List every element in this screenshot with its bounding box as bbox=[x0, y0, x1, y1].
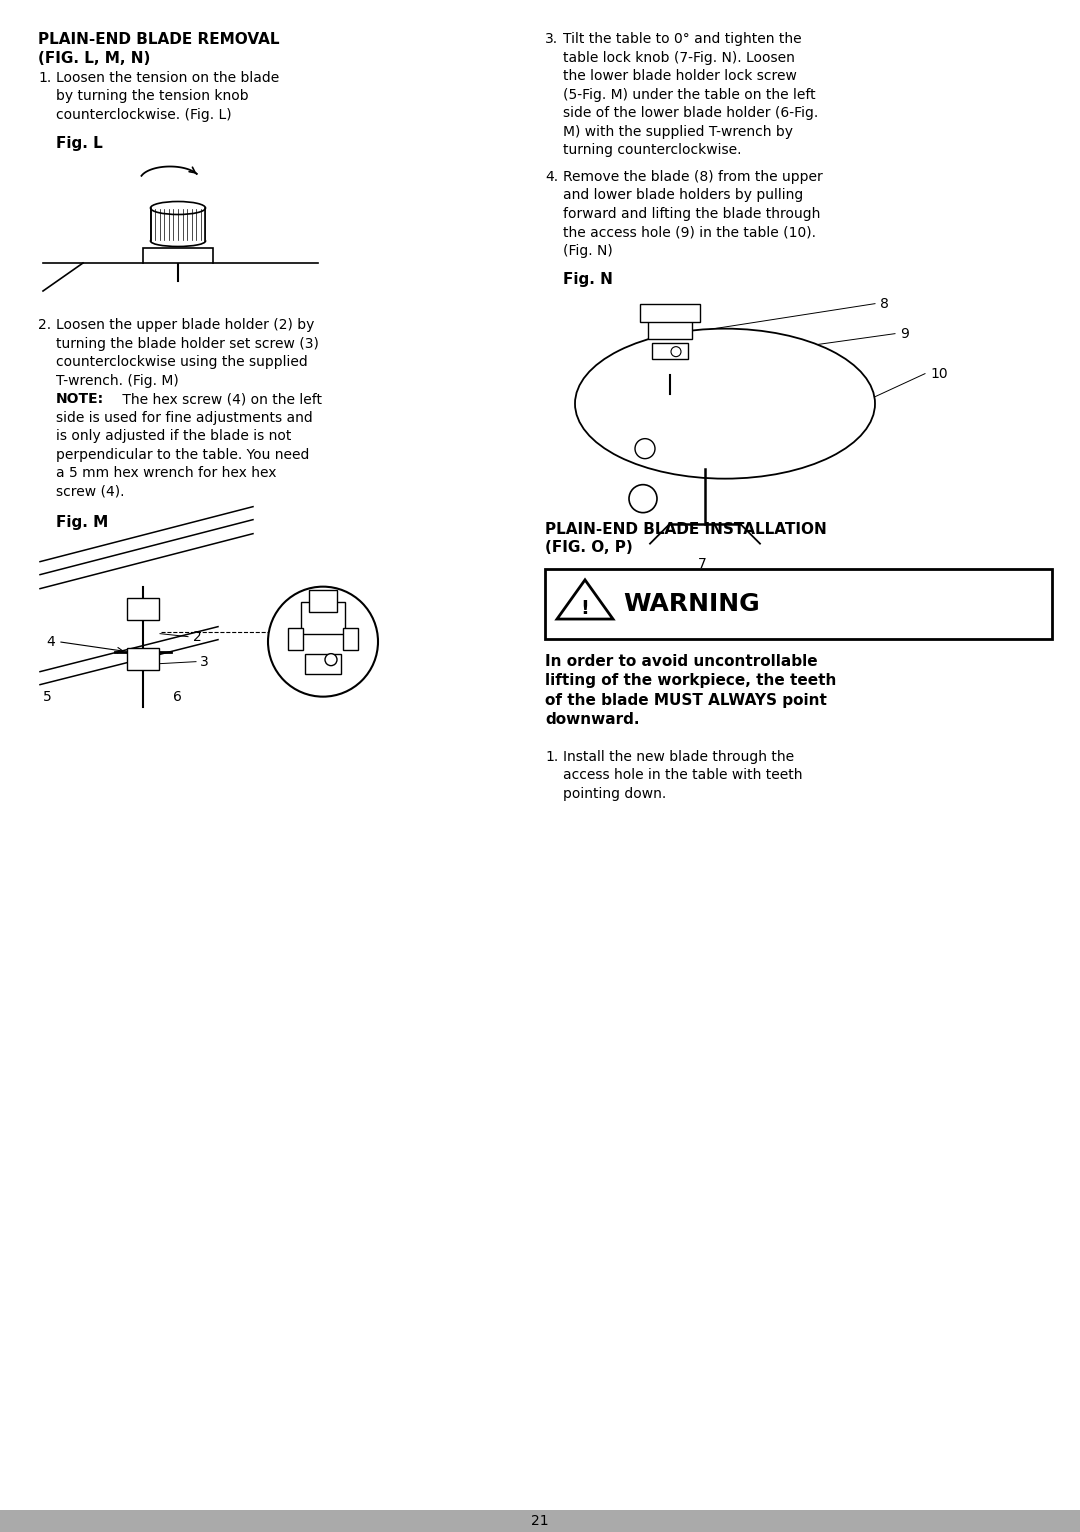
Text: the lower blade holder lock screw: the lower blade holder lock screw bbox=[563, 69, 797, 83]
Text: pointing down.: pointing down. bbox=[563, 786, 666, 801]
Text: forward and lifting the blade through: forward and lifting the blade through bbox=[563, 207, 821, 221]
Circle shape bbox=[268, 587, 378, 697]
Text: PLAIN-END BLADE INSTALLATION: PLAIN-END BLADE INSTALLATION bbox=[545, 522, 827, 536]
Text: Fig. M: Fig. M bbox=[56, 515, 108, 530]
Text: Fig. N: Fig. N bbox=[563, 273, 612, 286]
Text: !: ! bbox=[581, 599, 590, 617]
Bar bbox=[301, 602, 345, 634]
Text: The hex screw (4) on the left: The hex screw (4) on the left bbox=[118, 392, 322, 406]
Text: access hole in the table with teeth: access hole in the table with teeth bbox=[563, 768, 802, 783]
Text: (Fig. N): (Fig. N) bbox=[563, 244, 612, 257]
Ellipse shape bbox=[150, 202, 205, 214]
Text: (FIG. O, P): (FIG. O, P) bbox=[545, 541, 633, 555]
Text: NOTE:: NOTE: bbox=[56, 392, 104, 406]
Text: (5-Fig. M) under the table on the left: (5-Fig. M) under the table on the left bbox=[563, 87, 815, 101]
Text: 3.: 3. bbox=[545, 32, 558, 46]
Text: 7: 7 bbox=[698, 556, 706, 570]
Ellipse shape bbox=[150, 236, 205, 247]
Text: 2: 2 bbox=[193, 630, 202, 643]
Bar bbox=[305, 654, 341, 674]
Text: the access hole (9) in the table (10).: the access hole (9) in the table (10). bbox=[563, 225, 816, 239]
Circle shape bbox=[635, 438, 654, 458]
Text: lifting of the workpiece, the teeth: lifting of the workpiece, the teeth bbox=[545, 673, 836, 688]
Circle shape bbox=[629, 484, 657, 513]
Text: PLAIN-END BLADE REMOVAL: PLAIN-END BLADE REMOVAL bbox=[38, 32, 280, 47]
Text: Install the new blade through the: Install the new blade through the bbox=[563, 749, 794, 763]
Text: 10: 10 bbox=[930, 366, 947, 380]
Text: 6: 6 bbox=[173, 689, 181, 703]
Text: counterclockwise using the supplied: counterclockwise using the supplied bbox=[56, 355, 308, 369]
Bar bbox=[545, 568, 1052, 639]
Text: is only adjusted if the blade is not: is only adjusted if the blade is not bbox=[56, 429, 292, 443]
Text: side of the lower blade holder (6-Fig.: side of the lower blade holder (6-Fig. bbox=[563, 106, 819, 119]
Text: side is used for fine adjustments and: side is used for fine adjustments and bbox=[56, 411, 313, 424]
Bar bbox=[143, 248, 213, 264]
Text: perpendicular to the table. You need: perpendicular to the table. You need bbox=[56, 447, 309, 461]
Polygon shape bbox=[557, 579, 613, 619]
Bar bbox=[0, 1511, 1080, 1532]
Text: and lower blade holders by pulling: and lower blade holders by pulling bbox=[563, 188, 804, 202]
Bar bbox=[343, 628, 357, 650]
Text: counterclockwise. (Fig. L): counterclockwise. (Fig. L) bbox=[56, 107, 231, 123]
Text: M) with the supplied T-wrench by: M) with the supplied T-wrench by bbox=[563, 124, 793, 138]
Circle shape bbox=[325, 654, 337, 665]
Text: of the blade MUST ALWAYS point: of the blade MUST ALWAYS point bbox=[545, 692, 827, 708]
Text: 8: 8 bbox=[880, 297, 889, 311]
Text: WARNING: WARNING bbox=[623, 591, 759, 616]
Bar bbox=[127, 648, 159, 669]
Text: In order to avoid uncontrollable: In order to avoid uncontrollable bbox=[545, 654, 818, 668]
Text: 3: 3 bbox=[200, 654, 208, 668]
Text: by turning the tension knob: by turning the tension knob bbox=[56, 89, 248, 103]
Text: screw (4).: screw (4). bbox=[56, 484, 124, 498]
Bar bbox=[288, 628, 303, 650]
Bar bbox=[652, 343, 688, 358]
Bar bbox=[648, 319, 692, 339]
Text: turning counterclockwise.: turning counterclockwise. bbox=[563, 142, 742, 156]
Text: table lock knob (7-Fig. N). Loosen: table lock knob (7-Fig. N). Loosen bbox=[563, 51, 795, 64]
Text: Fig. L: Fig. L bbox=[56, 136, 103, 152]
Text: 5: 5 bbox=[43, 689, 52, 703]
Bar bbox=[150, 208, 205, 241]
Text: 4.: 4. bbox=[545, 170, 558, 184]
Text: 4: 4 bbox=[46, 634, 55, 648]
Ellipse shape bbox=[575, 329, 875, 478]
Text: 9: 9 bbox=[900, 326, 909, 340]
Text: 1.: 1. bbox=[38, 70, 51, 84]
Text: Loosen the upper blade holder (2) by: Loosen the upper blade holder (2) by bbox=[56, 319, 314, 332]
Text: T-wrench. (Fig. M): T-wrench. (Fig. M) bbox=[56, 374, 179, 388]
Bar bbox=[309, 590, 337, 611]
Text: Loosen the tension on the blade: Loosen the tension on the blade bbox=[56, 70, 280, 84]
Text: downward.: downward. bbox=[545, 712, 639, 728]
Text: Remove the blade (8) from the upper: Remove the blade (8) from the upper bbox=[563, 170, 823, 184]
Text: Tilt the table to 0° and tighten the: Tilt the table to 0° and tighten the bbox=[563, 32, 801, 46]
Text: 1.: 1. bbox=[545, 749, 558, 763]
Bar bbox=[127, 597, 159, 619]
Circle shape bbox=[671, 346, 681, 357]
Text: (FIG. L, M, N): (FIG. L, M, N) bbox=[38, 51, 150, 66]
Bar bbox=[640, 303, 700, 322]
Text: a 5 mm hex wrench for hex hex: a 5 mm hex wrench for hex hex bbox=[56, 466, 276, 480]
Text: 21: 21 bbox=[531, 1514, 549, 1527]
Text: 2.: 2. bbox=[38, 319, 51, 332]
Text: turning the blade holder set screw (3): turning the blade holder set screw (3) bbox=[56, 337, 319, 351]
